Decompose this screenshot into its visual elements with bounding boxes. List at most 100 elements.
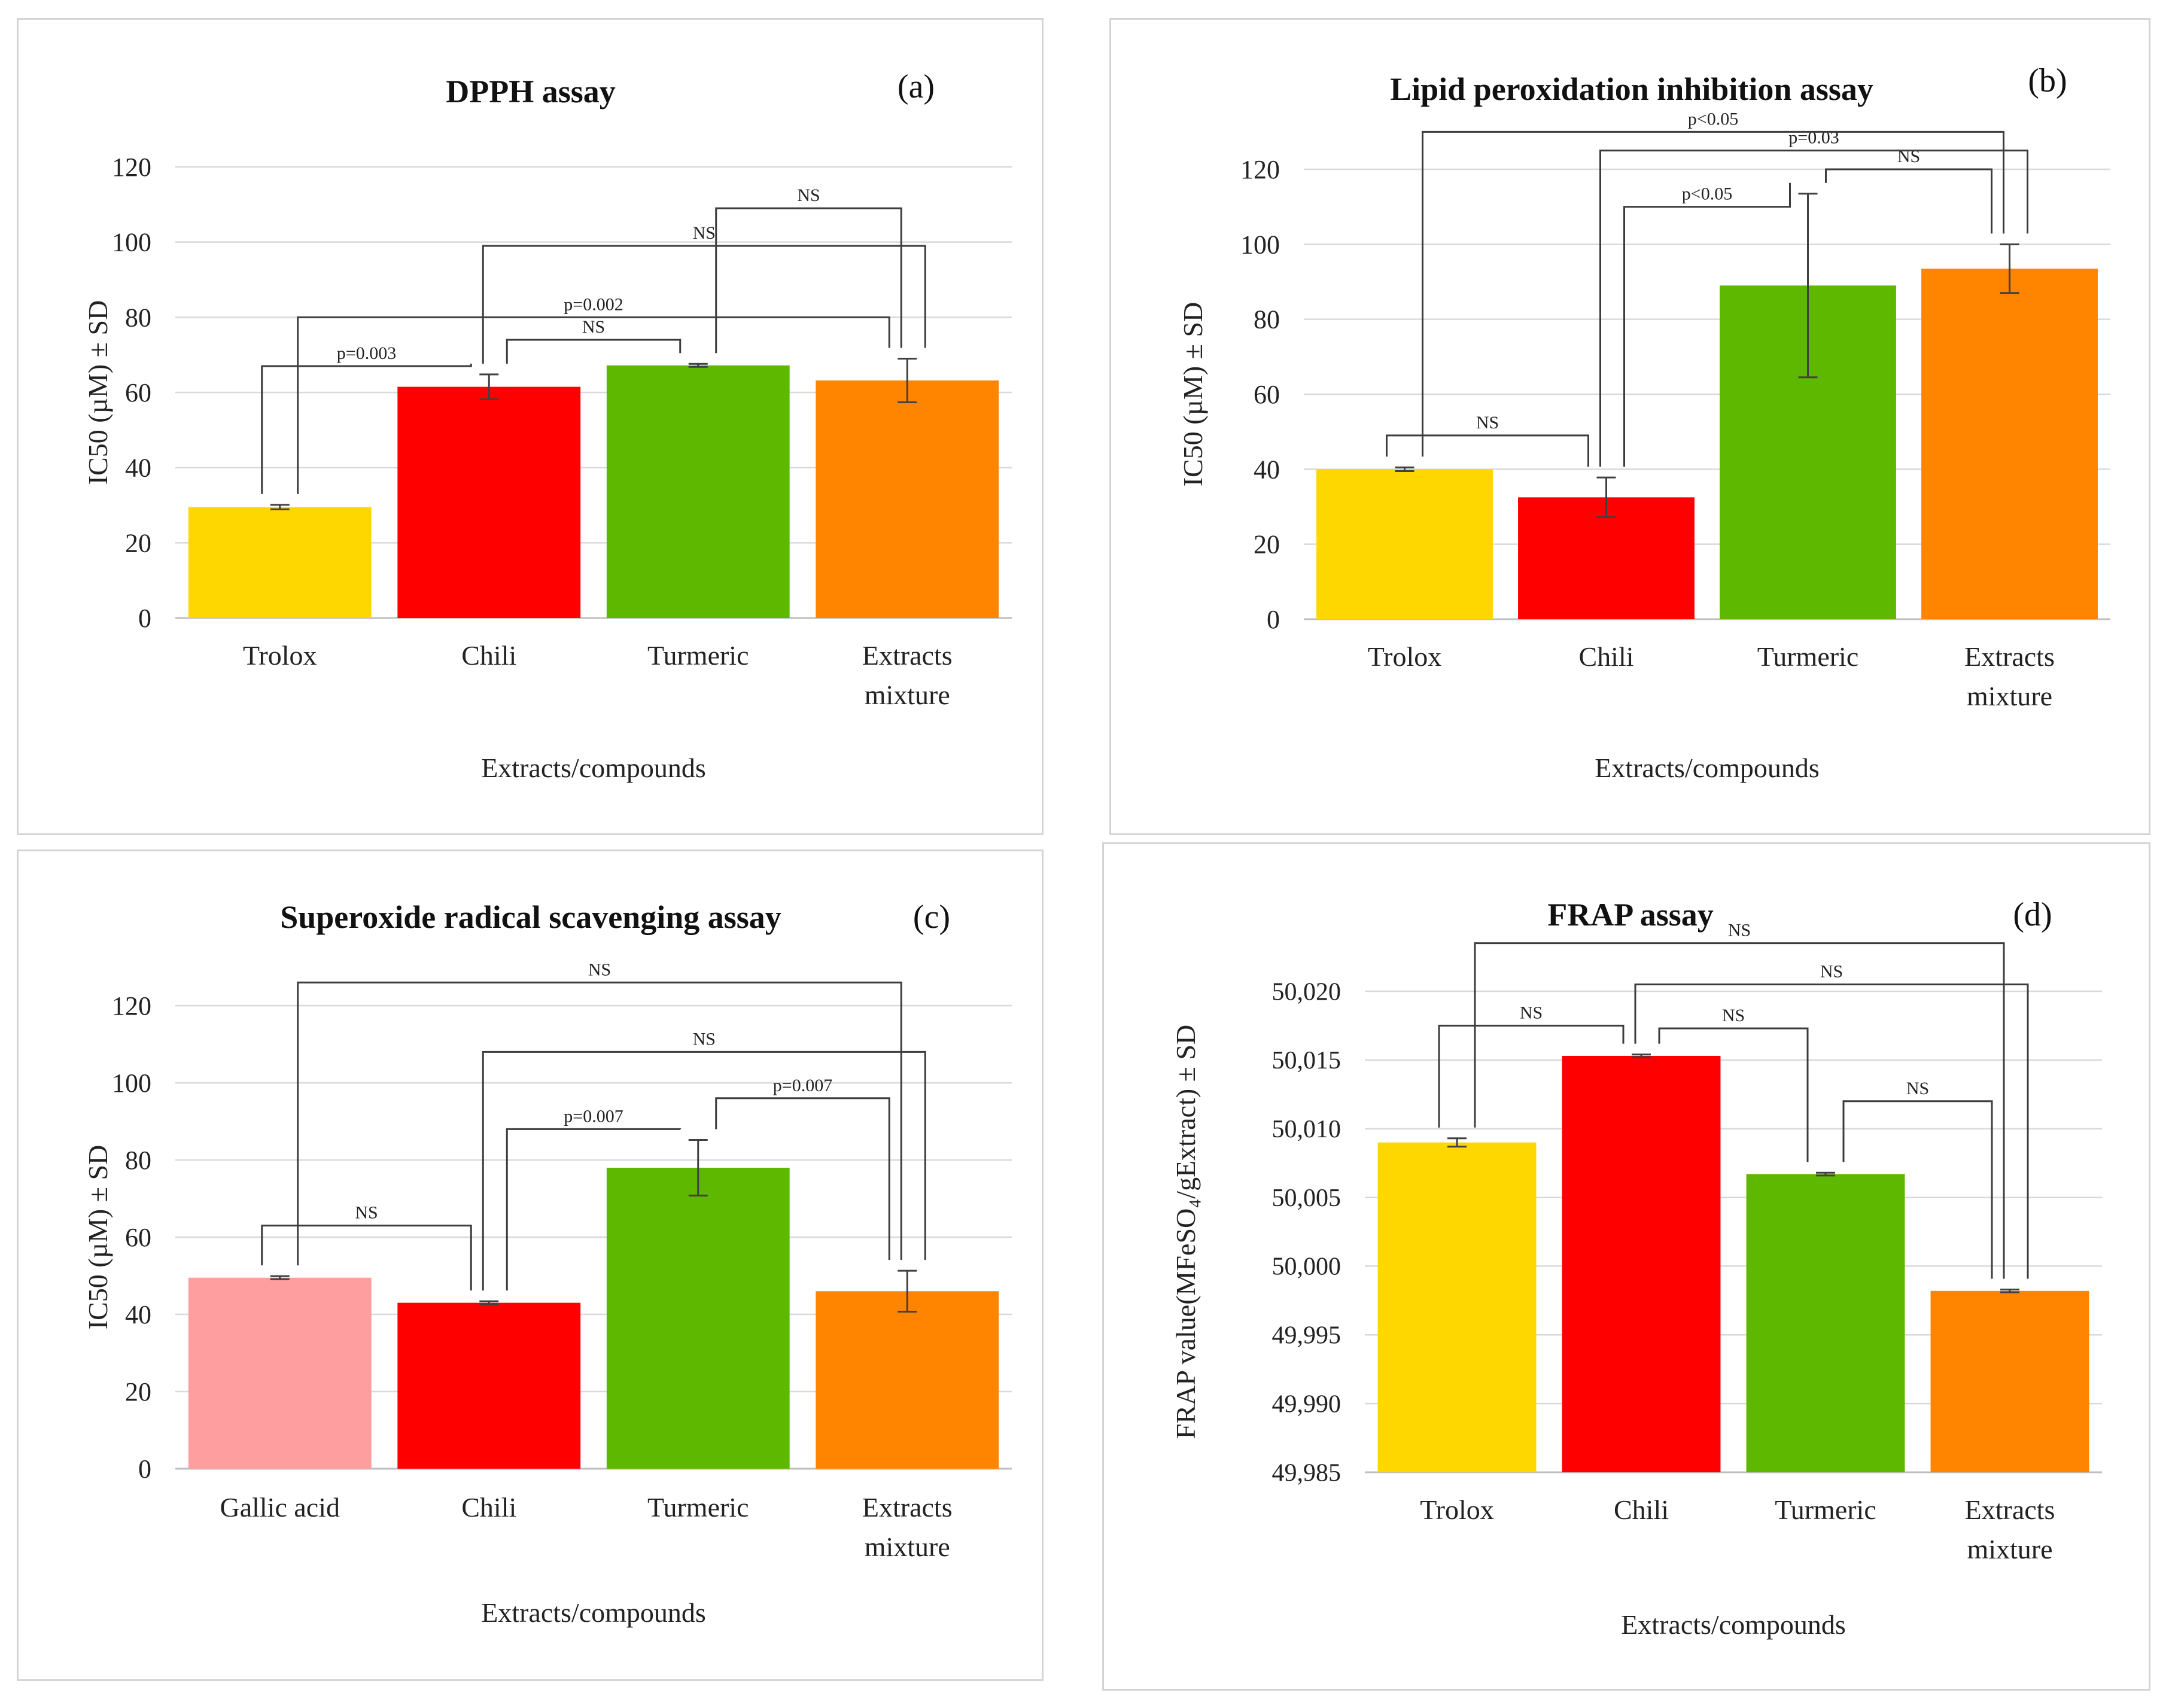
category-label: Trolox [243,640,317,671]
y-tick-label: 40 [125,453,151,483]
panel-label: (b) [2028,62,2067,99]
chart-d: 49,985 49,990 49,995 50,000 50,005 50,010 50,0… [1170,896,2102,1640]
y-tick-label: 0 [138,604,151,633]
y-axis-title: IC50 (µM) ± SD [83,1145,113,1330]
significance-label: p<0.05 [1682,184,1732,204]
category-label: mixture [865,1532,950,1562]
category-label: Extracts [862,1492,953,1523]
significance-bracket [1623,182,1791,467]
significance-label: p=0.003 [337,343,396,363]
chart-title: Lipid peroxidation inhibition assay [1390,71,1873,107]
bar-extracts-mixture [1930,1290,2089,1472]
category-label: Chili [461,640,516,671]
y-tick-label: 120 [112,991,151,1021]
y-tick-label: 20 [125,1377,151,1406]
chart-c: 0 20 40 60 80 100 120 Gallic acid Chili Turmeric E… [83,899,1012,1628]
significance-bracket [1386,434,1589,467]
y-tick-label: 50,015 [1272,1047,1341,1074]
category-label: Trolox [1368,641,1442,672]
y-tick-label: 120 [112,153,151,182]
category-label: Extracts [1964,641,2055,672]
category-label: mixture [865,680,950,710]
bar-turmeric [1746,1174,1905,1472]
y-tick-label: 50,005 [1272,1185,1341,1212]
significance-label: p=0.007 [773,1076,832,1095]
significance-label: NS [582,317,605,337]
significance-bracket [261,1225,472,1291]
significance-bracket [1658,1027,1809,1162]
chart-title: FRAP assay [1547,897,1714,933]
chart-title: Superoxide radical scavenging assay [280,899,781,935]
bar-turmeric [606,365,790,618]
category-label: mixture [1967,681,2052,711]
chart-a: 0 20 40 60 80 100 120 Trolox Chili Turmeric Extrac… [83,68,1012,783]
significance-label: NS [1722,1006,1745,1025]
y-tick-label: 20 [1254,530,1280,559]
significance-label: NS [588,960,611,979]
category-label: Turmeric [1757,641,1859,672]
category-label: Turmeric [647,1492,749,1523]
y-tick-label: 100 [112,228,151,257]
significance-label: NS [693,1029,716,1049]
y-tick-label: 20 [125,528,151,558]
y-tick-label: 49,990 [1272,1390,1341,1418]
y-tick-label: 60 [125,378,151,407]
significance-bracket [482,245,926,364]
bar-trolox [1316,469,1493,619]
category-label: Extracts [862,640,953,671]
significance-label: NS [1906,1079,1929,1098]
panel-d: 49,985 49,990 49,995 50,000 50,005 50,010 50,0… [1102,842,2150,1691]
significance-label: NS [1476,413,1499,433]
significance-label: p=0.002 [564,294,623,314]
y-tick-label: 80 [125,1146,151,1175]
x-axis-title: Extracts/compounds [1621,1609,1846,1640]
y-tick-label: 80 [1254,305,1280,334]
y-tick-label: 50,010 [1272,1116,1341,1143]
category-label: Chili [461,1492,516,1523]
significance-bracket [261,363,472,494]
significance-bracket [1634,984,2029,1279]
y-tick-label: 80 [125,303,151,332]
significance-label: NS [693,223,716,243]
category-label: mixture [1967,1534,2052,1564]
significance-bracket [1422,130,2004,457]
chart-b: 0 20 40 60 80 100 120 Trolox Chili Turmeric Extrac… [1178,62,2110,783]
bar-extracts-mixture [816,1291,999,1469]
significance-label: NS [355,1203,378,1223]
significance-bracket [297,316,890,494]
bar-turmeric [606,1167,790,1469]
significance-label: p<0.05 [1688,109,1738,129]
bar-chili [397,386,581,618]
category-label: Chili [1614,1494,1669,1525]
panel-label: (a) [898,68,935,105]
y-axis-title: IC50 (µM) ± SD [83,300,113,485]
x-axis-title: Extracts/compounds [1595,753,1820,783]
x-axis-title: Extracts/compounds [481,753,706,783]
y-tick-label: 0 [1267,605,1280,634]
category-label: Trolox [1420,1494,1494,1525]
bar-gallic-acid [188,1277,372,1469]
significance-label: NS [797,185,820,205]
y-axis-title: FRAP value(MFeSO₄/gExtract) ± SD [1170,1025,1201,1439]
significance-bracket [1825,168,1992,234]
category-label: Turmeric [1775,1494,1876,1525]
y-tick-label: 40 [125,1300,151,1329]
y-tick-label: 49,995 [1272,1322,1341,1350]
y-tick-label: 50,000 [1272,1253,1341,1281]
x-axis-title: Extracts/compounds [481,1597,706,1628]
category-label: Chili [1578,641,1633,672]
y-tick-label: 100 [1240,230,1280,259]
significance-label: NS [1897,147,1920,166]
panel-a: 0 20 40 60 80 100 120 Trolox Chili Turmeric Extrac… [17,18,1044,835]
panel-b: 0 20 40 60 80 100 120 Trolox Chili Turmeric Extrac… [1109,18,2150,835]
y-axis-title: IC50 (µM) ± SD [1178,302,1208,487]
significance-bracket [1474,942,2005,1279]
bar-chili [397,1302,581,1469]
significance-label: NS [1820,962,1843,982]
panel-label: (d) [2013,896,2052,933]
bar-extracts-mixture [1921,269,2098,620]
significance-bracket [1842,1100,1993,1279]
bar-trolox [188,507,372,618]
bar-trolox [1377,1142,1537,1472]
panel-c: 0 20 40 60 80 100 120 Gallic acid Chili Turmeric E… [17,850,1044,1681]
